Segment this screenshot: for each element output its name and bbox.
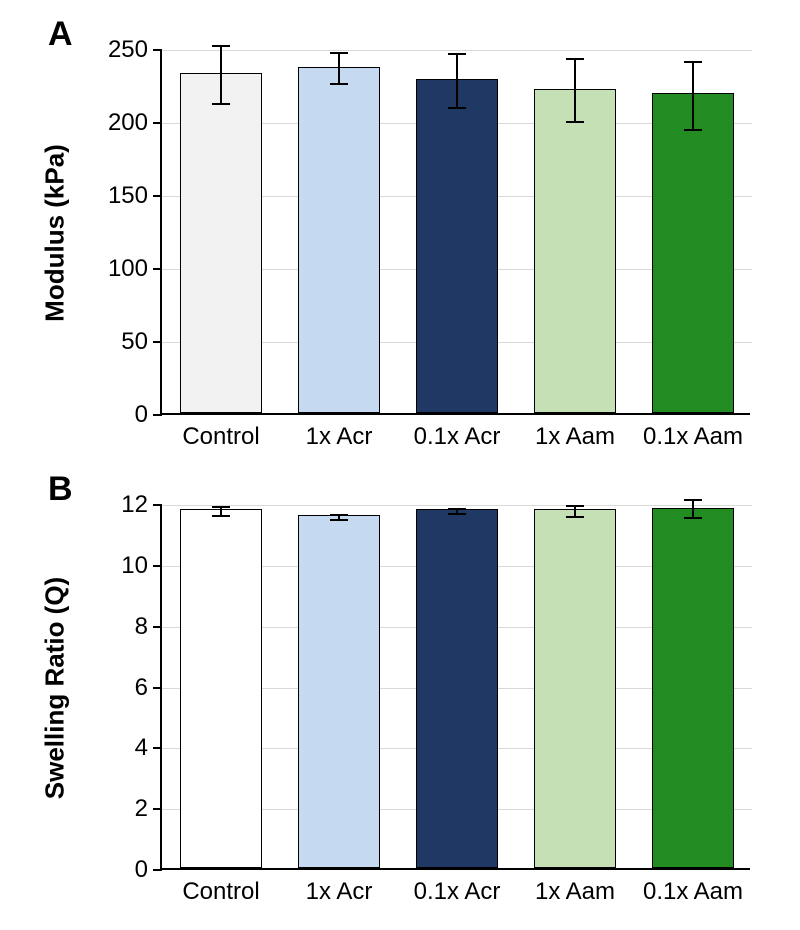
error-bar — [574, 59, 576, 122]
error-cap — [566, 505, 584, 507]
bar — [416, 79, 499, 413]
error-cap — [448, 508, 466, 510]
error-bar — [338, 53, 340, 84]
bar — [298, 67, 381, 413]
error-cap — [330, 52, 348, 54]
ytick-label: 8 — [135, 613, 148, 641]
error-cap — [566, 58, 584, 60]
gridline — [162, 50, 752, 51]
xtick-label: 0.1x Aam — [643, 878, 743, 906]
ytick-label: 0 — [135, 856, 148, 884]
ytick-label: 250 — [108, 36, 148, 64]
ytick-mark — [153, 808, 162, 810]
ytick-mark — [153, 747, 162, 749]
ytick-label: 150 — [108, 182, 148, 210]
ytick-label: 4 — [135, 734, 148, 762]
bar — [416, 509, 499, 868]
ytick-mark — [153, 869, 162, 871]
panelB-label: B — [48, 470, 73, 509]
error-cap — [448, 513, 466, 515]
panelA-plot-area: 050100150200250Control1x Acr0.1x Acr1x A… — [160, 50, 750, 415]
error-cap — [684, 61, 702, 63]
gridline — [162, 505, 752, 506]
error-cap — [684, 517, 702, 519]
error-cap — [330, 514, 348, 516]
error-bar — [220, 46, 222, 104]
xtick-label: 1x Acr — [306, 423, 373, 451]
error-bar — [692, 62, 694, 131]
ytick-mark — [153, 504, 162, 506]
ytick-label: 6 — [135, 674, 148, 702]
error-cap — [566, 516, 584, 518]
error-cap — [212, 515, 230, 517]
error-cap — [212, 45, 230, 47]
bar — [652, 93, 735, 413]
ytick-mark — [153, 626, 162, 628]
error-cap — [330, 519, 348, 521]
ytick-mark — [153, 414, 162, 416]
error-cap — [212, 506, 230, 508]
ytick-label: 10 — [121, 552, 148, 580]
xtick-label: 1x Acr — [306, 878, 373, 906]
panelB-panel: BSwelling Ratio (Q)024681012Control1x Ac… — [0, 475, 800, 930]
bar — [534, 509, 617, 868]
error-cap — [566, 121, 584, 123]
bar — [652, 508, 735, 868]
ytick-label: 200 — [108, 109, 148, 137]
xtick-label: 1x Aam — [535, 878, 615, 906]
ytick-mark — [153, 341, 162, 343]
error-bar — [456, 54, 458, 108]
ytick-label: 12 — [121, 491, 148, 519]
panelA-ylabel: Modulus (kPa) — [40, 144, 71, 322]
xtick-label: 0.1x Acr — [414, 423, 501, 451]
ytick-mark — [153, 49, 162, 51]
ytick-mark — [153, 268, 162, 270]
xtick-label: 1x Aam — [535, 423, 615, 451]
bar — [180, 509, 263, 868]
ytick-label: 50 — [121, 328, 148, 356]
xtick-label: Control — [182, 878, 259, 906]
error-cap — [330, 83, 348, 85]
error-cap — [684, 499, 702, 501]
ytick-label: 0 — [135, 401, 148, 429]
ytick-label: 100 — [108, 255, 148, 283]
error-cap — [684, 129, 702, 131]
ytick-label: 2 — [135, 795, 148, 823]
bar — [298, 515, 381, 868]
xtick-label: Control — [182, 423, 259, 451]
error-bar — [692, 500, 694, 518]
error-cap — [212, 103, 230, 105]
panelB-plot-area: 024681012Control1x Acr0.1x Acr1x Aam0.1x… — [160, 505, 750, 870]
panelA-panel: AModulus (kPa)050100150200250Control1x A… — [0, 20, 800, 475]
error-cap — [448, 53, 466, 55]
error-cap — [448, 107, 466, 109]
bar — [534, 89, 617, 413]
xtick-label: 0.1x Aam — [643, 423, 743, 451]
ytick-mark — [153, 565, 162, 567]
ytick-mark — [153, 122, 162, 124]
ytick-mark — [153, 687, 162, 689]
panelB-ylabel: Swelling Ratio (Q) — [40, 576, 71, 798]
panelA-label: A — [48, 15, 73, 54]
xtick-label: 0.1x Acr — [414, 878, 501, 906]
ytick-mark — [153, 195, 162, 197]
bar — [180, 73, 263, 413]
